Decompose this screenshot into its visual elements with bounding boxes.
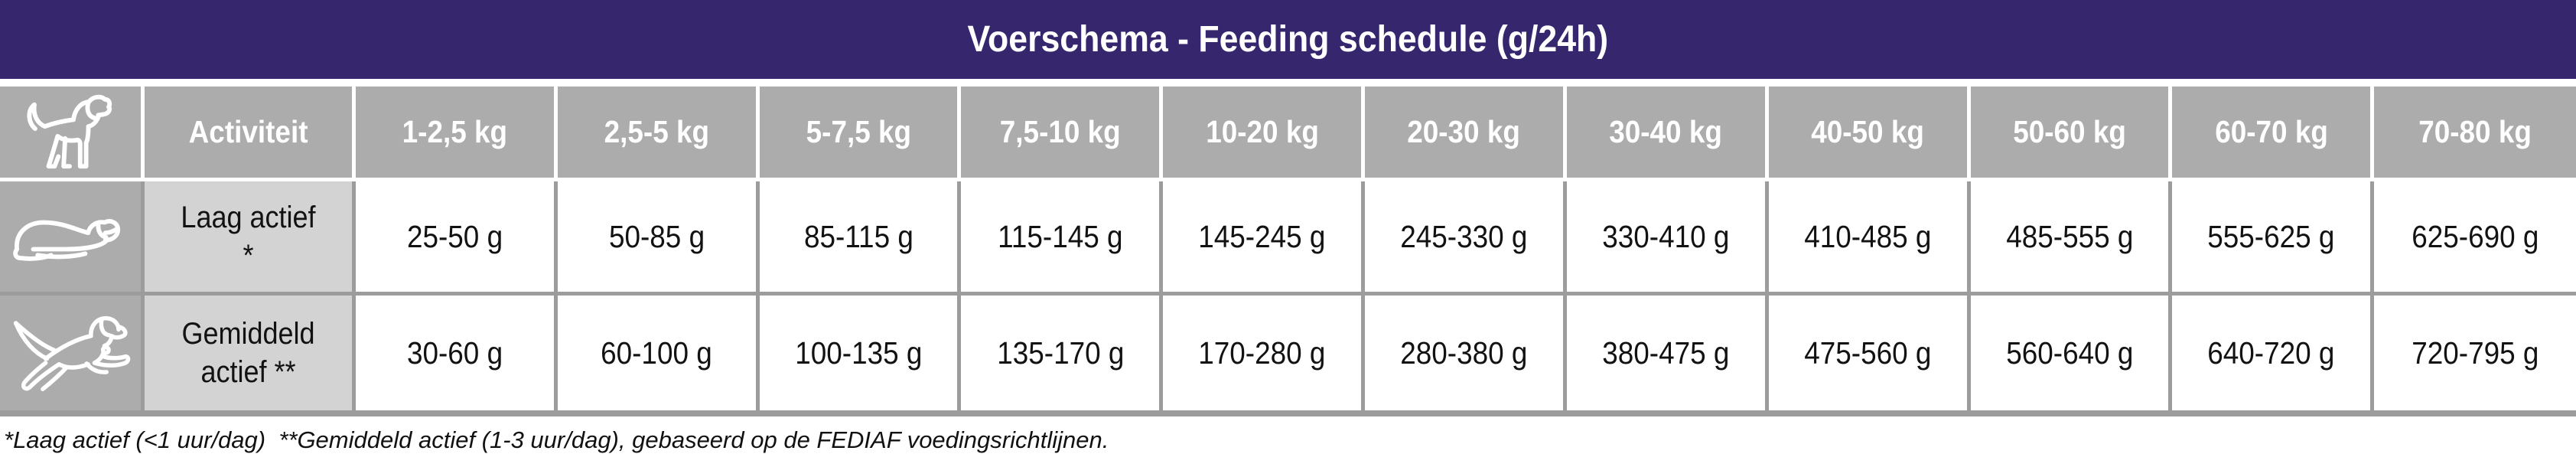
value-cell: 170-280 g xyxy=(1163,296,1366,410)
value-cell: 555-625 g xyxy=(2172,181,2375,296)
weight-header-cell: 5-7,5 kg xyxy=(759,87,962,181)
corner-icon-cell xyxy=(0,87,145,181)
standing-dog-icon xyxy=(27,94,112,169)
row-icon-cell xyxy=(0,296,145,410)
value-cell: 245-330 g xyxy=(1365,181,1567,296)
weight-header-cell: 1-2,5 kg xyxy=(356,87,558,181)
value-cell: 475-560 g xyxy=(1768,296,1971,410)
value-cell: 135-170 g xyxy=(961,296,1164,410)
activity-cell: Laag actief * xyxy=(145,181,356,296)
value-cell: 410-485 g xyxy=(1768,181,1971,296)
value-cell: 100-135 g xyxy=(759,296,962,410)
activity-header-label: Activiteit xyxy=(188,114,308,149)
weight-header-cell: 60-70 kg xyxy=(2172,87,2375,181)
lying-dog-icon xyxy=(13,219,121,261)
value-cell: 720-795 g xyxy=(2374,296,2576,410)
value-cell: 115-145 g xyxy=(961,181,1164,296)
value-cell: 280-380 g xyxy=(1365,296,1567,410)
weight-header-cell: 50-60 kg xyxy=(1970,87,2173,181)
value-cell: 640-720 g xyxy=(2172,296,2375,410)
value-cell: 30-60 g xyxy=(356,296,558,410)
value-cell: 485-555 g xyxy=(1970,181,2173,296)
value-cell: 85-115 g xyxy=(759,181,962,296)
title-banner: Voerschema - Feeding schedule (g/24h) xyxy=(0,0,2576,79)
activity-cell: Gemiddeld actief ** xyxy=(145,296,356,410)
row-icon-cell xyxy=(0,181,145,296)
running-dog-icon xyxy=(13,315,131,392)
weight-header-cell: 70-80 kg xyxy=(2374,87,2576,181)
footnote: *Laag actief (<1 uur/dag) **Gemiddeld ac… xyxy=(4,426,1109,453)
value-cell: 380-475 g xyxy=(1566,296,1769,410)
value-cell: 625-690 g xyxy=(2374,181,2576,296)
feeding-schedule-table: Activiteit 1-2,5 kg 2,5-5 kg 5-7,5 kg 7,… xyxy=(0,87,2576,416)
weight-header-cell: 40-50 kg xyxy=(1768,87,1971,181)
value-cell: 25-50 g xyxy=(356,181,558,296)
weight-header-cell: 20-30 kg xyxy=(1365,87,1567,181)
weight-header-cell: 2,5-5 kg xyxy=(557,87,760,181)
weight-header-cell: 10-20 kg xyxy=(1163,87,1366,181)
page-title: Voerschema - Feeding schedule (g/24h) xyxy=(967,19,1609,60)
value-cell: 145-245 g xyxy=(1163,181,1366,296)
weight-header-cell: 7,5-10 kg xyxy=(961,87,1164,181)
value-cell: 50-85 g xyxy=(557,181,760,296)
value-cell: 60-100 g xyxy=(557,296,760,410)
weight-header-cell: 30-40 kg xyxy=(1566,87,1769,181)
value-cell: 330-410 g xyxy=(1566,181,1769,296)
activity-header-cell: Activiteit xyxy=(145,87,356,181)
value-cell: 560-640 g xyxy=(1970,296,2173,410)
